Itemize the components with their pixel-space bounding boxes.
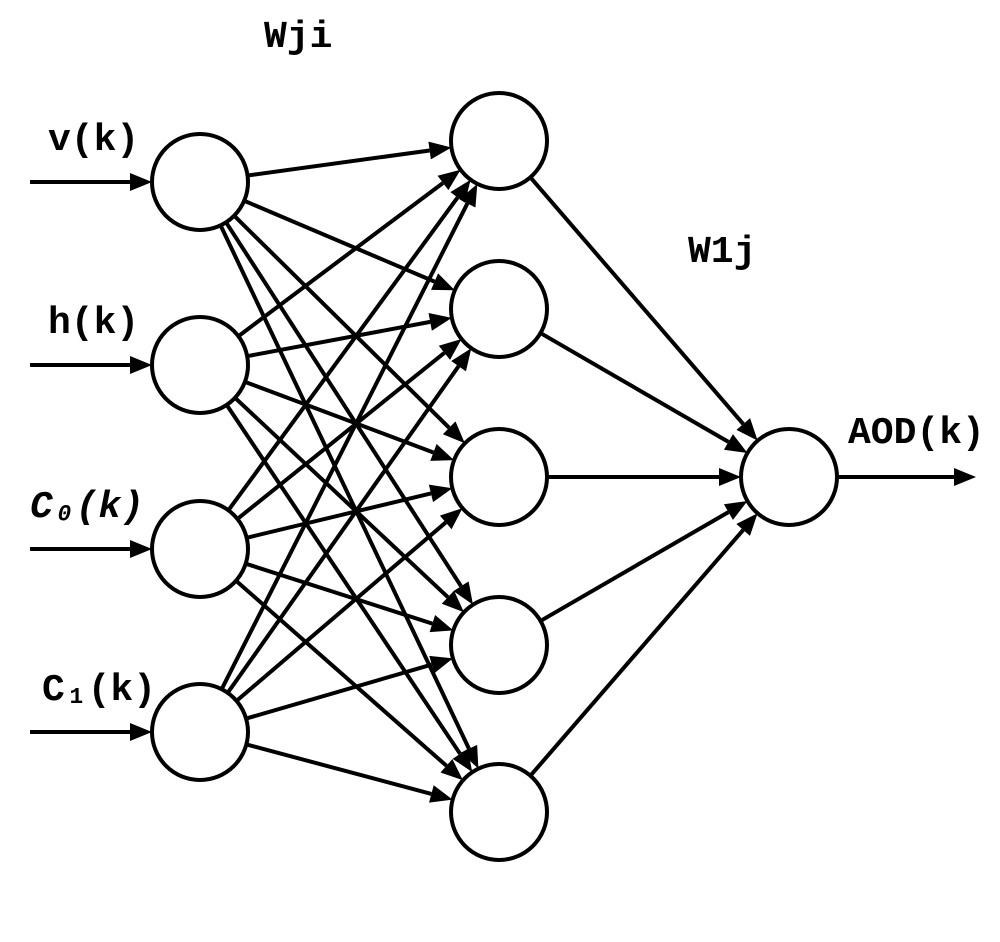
label-output-aod: AOD(k): [848, 412, 985, 455]
output-arrow-head: [954, 468, 976, 486]
node-h4: [451, 597, 547, 693]
edge-in1-h2-head: [431, 273, 455, 290]
edge-in1-h1-shaft: [248, 151, 430, 176]
edge-in3-h2-shaft: [237, 353, 444, 519]
label-input-c0: C₀(k): [30, 486, 144, 529]
input-arrow-0-head: [130, 173, 152, 191]
neural-network-diagram: v(k) h(k) C₀(k) C₁(k) Wji W1j AOD(k): [0, 0, 1000, 942]
label-weights-wji: Wji: [264, 16, 332, 59]
label-input-h: h(k): [48, 302, 139, 345]
node-out: [741, 429, 837, 525]
label-input-v: v(k): [48, 119, 139, 162]
node-h3: [451, 429, 547, 525]
node-in1: [152, 134, 248, 230]
input-arrow-2-head: [130, 540, 152, 558]
edge-in3-h3-shaft: [247, 493, 431, 537]
edge-in4-h5-shaft: [246, 744, 431, 794]
edge-in2-h1-head: [438, 170, 461, 190]
edge-h2-out-shaft: [541, 333, 729, 442]
node-h5: [451, 764, 547, 860]
edge-in4-h5-head: [429, 785, 453, 802]
edge-in3-h3-head: [429, 485, 452, 502]
edge-in1-h1-head: [428, 142, 451, 160]
edge-in2-h2-head: [429, 313, 452, 331]
node-in4: [152, 684, 248, 780]
edge-in3-h4-head: [430, 615, 454, 632]
node-h1: [451, 93, 547, 189]
node-in3: [152, 501, 248, 597]
edge-h3-out-head: [719, 468, 741, 486]
node-in2: [152, 317, 248, 413]
label-input-c1: C₁(k): [42, 669, 156, 712]
edge-in2-h3-head: [430, 444, 454, 461]
label-weights-w1j: W1j: [688, 231, 756, 274]
node-h2: [451, 261, 547, 357]
edge-h4-out-shaft: [541, 512, 729, 621]
input-arrow-3-head: [130, 723, 152, 741]
edge-in2-h5-shaft: [227, 405, 460, 754]
input-arrow-1-head: [130, 356, 152, 374]
